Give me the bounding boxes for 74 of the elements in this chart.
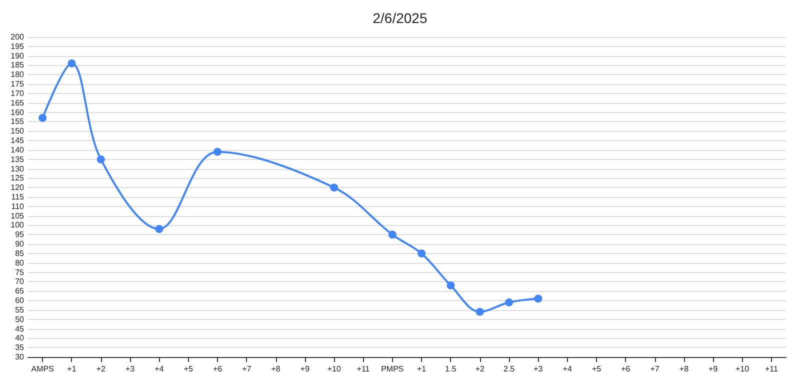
point — [96, 155, 105, 164]
y-tick-label: 60 — [15, 296, 25, 306]
y-tick-label: 90 — [15, 240, 25, 249]
y-tick-label: 45 — [15, 324, 25, 334]
x-tick-label: +2 — [96, 364, 106, 374]
point — [38, 114, 47, 122]
y-tick-label: 65 — [15, 286, 25, 296]
y-tick-label: 120 — [10, 183, 25, 192]
x-tick-label: +7 — [650, 364, 660, 374]
point — [446, 281, 455, 290]
x-tick-label: +5 — [592, 364, 602, 374]
point — [330, 184, 338, 192]
y-tick-label: 40 — [15, 334, 25, 343]
chart-title: 2/6/2025 — [372, 10, 428, 26]
point — [388, 230, 396, 239]
y-tick-label: 150 — [10, 126, 25, 136]
y-tick-label: 130 — [10, 164, 25, 174]
y-tick-label: 140 — [10, 145, 25, 154]
point — [155, 225, 164, 233]
y-tick-label: 175 — [10, 80, 25, 89]
x-tick-label: 2.5 — [503, 364, 516, 374]
y-tick-label: 115 — [11, 192, 25, 202]
x-tick-label: +10 — [327, 364, 342, 374]
x-tick-label: AMPS — [31, 364, 54, 374]
x-tick-label: +6 — [621, 364, 631, 374]
y-tick-label: 155 — [10, 117, 25, 126]
x-tick-label: +7 — [242, 364, 252, 374]
point — [418, 249, 426, 258]
y-tick-label: 110 — [11, 202, 25, 211]
y-tick-label: 135 — [10, 154, 25, 164]
y-tick-label: 85 — [15, 248, 25, 258]
y-tick-label: 75 — [15, 268, 25, 277]
y-tick-label: 50 — [15, 314, 25, 324]
x-tick-label: 1.5 — [445, 364, 457, 374]
y-tick-label: 55 — [15, 305, 25, 314]
x-tick-label: +8 — [271, 364, 281, 374]
y-tick-label: 190 — [10, 51, 25, 60]
x-tick-label: +11 — [356, 364, 370, 374]
x-tick-label: +10 — [735, 364, 750, 374]
y-tick-label: 160 — [10, 108, 25, 117]
y-tick-label: 170 — [10, 88, 25, 98]
point — [505, 298, 514, 306]
x-tick-label: +4 — [562, 364, 572, 374]
x-tick-label: +9 — [708, 364, 718, 374]
x-tick-label: +11 — [764, 364, 778, 374]
y-tick-label: 180 — [10, 70, 25, 80]
point — [214, 148, 222, 156]
point — [476, 308, 484, 316]
x-tick-label: +1 — [67, 364, 77, 374]
y-tick-label: 145 — [10, 136, 25, 146]
x-tick-label: +6 — [212, 364, 223, 374]
x-tick-label: +3 — [125, 364, 136, 374]
y-tick-label: 80 — [15, 258, 25, 268]
point — [68, 59, 76, 68]
x-tick-label: +2 — [475, 364, 485, 374]
x-tick-label: +9 — [300, 364, 310, 374]
point — [534, 294, 542, 303]
y-tick-label: 125 — [10, 174, 25, 183]
y-tick-label: 195 — [10, 42, 25, 51]
x-tick-label: +4 — [154, 364, 164, 374]
y-tick-label: 200 — [10, 32, 25, 42]
x-tick-label: PMPS — [381, 364, 404, 374]
y-tick-label: 35 — [15, 343, 25, 352]
y-tick-label: 165 — [10, 98, 25, 108]
y-tick-label: 105 — [10, 211, 25, 220]
x-tick-label: +1 — [417, 364, 427, 374]
x-tick-label: +5 — [184, 364, 194, 374]
y-tick-label: 70 — [15, 277, 25, 286]
x-tick-label: +3 — [534, 364, 544, 374]
x-tick-label: +8 — [679, 364, 690, 374]
y-tick-label: 30 — [15, 352, 25, 362]
y-tick-label: 100 — [10, 220, 25, 230]
y-tick-label: 185 — [10, 60, 25, 70]
y-tick-label: 95 — [15, 230, 25, 240]
